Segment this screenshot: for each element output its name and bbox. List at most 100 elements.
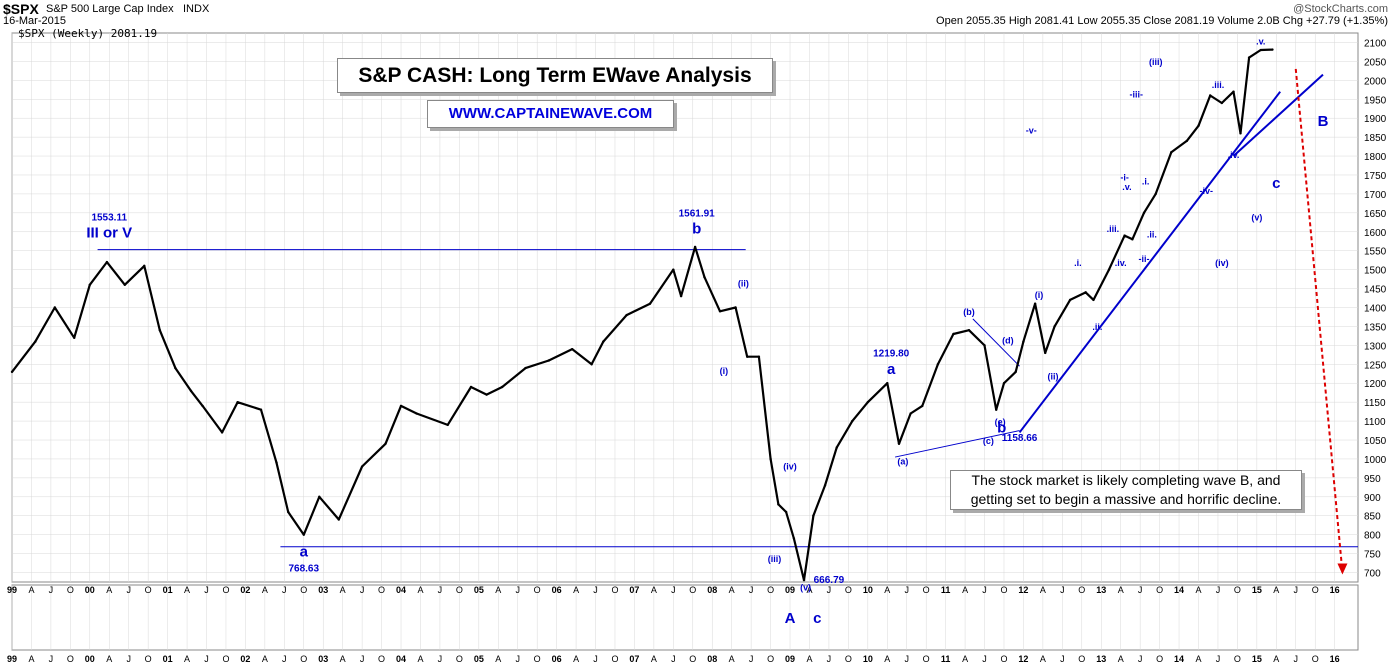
chart-date: 16-Mar-2015: [3, 15, 66, 27]
x-tick-label-lower: 11: [941, 654, 951, 664]
x-tick-label-lower: J: [438, 654, 443, 664]
price-point: [500, 385, 504, 389]
price-point: [625, 313, 628, 317]
x-tick-label-lower: J: [827, 654, 832, 664]
y-tick-label: 1500: [1364, 266, 1387, 277]
x-tick-label: A: [729, 585, 735, 595]
x-tick-label-lower: 09: [785, 654, 795, 664]
wave-label: (ii): [738, 279, 749, 289]
wave-label: .iv.: [1228, 150, 1240, 160]
x-tick-label: A: [417, 585, 423, 595]
price-point: [1232, 90, 1235, 93]
x-tick-label-lower: J: [515, 654, 520, 664]
x-tick-label: 02: [240, 585, 250, 595]
x-tick-label-lower: J: [49, 654, 54, 664]
x-tick-label-lower: O: [300, 654, 307, 664]
wave-label: B: [1318, 113, 1329, 130]
lower-wave-label: c: [813, 610, 821, 627]
price-point: [1185, 139, 1189, 143]
price-point: [792, 537, 796, 540]
y-tick-label: 1800: [1364, 152, 1387, 163]
wave-label: a: [300, 544, 309, 561]
x-tick-label-lower: J: [126, 654, 131, 664]
x-tick-label: J: [515, 585, 520, 595]
x-tick-label: J: [1294, 585, 1299, 595]
x-tick-label: 04: [396, 585, 406, 595]
x-tick-label: O: [845, 585, 852, 595]
x-tick-label-lower: O: [1000, 654, 1007, 664]
wave-label: (iii): [768, 554, 782, 564]
x-tick-label: 07: [629, 585, 639, 595]
price-point: [1092, 298, 1095, 302]
x-tick-label: J: [593, 585, 598, 595]
x-tick-label-lower: A: [729, 654, 735, 664]
wave-label: -iii-: [1130, 89, 1144, 99]
x-tick-label-lower: 10: [863, 654, 873, 664]
wave-label: (i): [720, 366, 729, 376]
x-tick-label: 08: [707, 585, 717, 595]
price-point: [399, 404, 403, 408]
price-point: [1123, 234, 1126, 237]
price-point: [777, 503, 780, 506]
price-point: [967, 329, 971, 332]
x-tick-label-lower: 04: [396, 654, 406, 664]
x-tick-label: O: [378, 585, 385, 595]
x-tick-label: O: [923, 585, 930, 595]
wave-label: .ii.: [1147, 229, 1157, 239]
symbol: $SPX: [3, 1, 39, 17]
price-point: [602, 340, 605, 343]
x-tick-label: 12: [1018, 585, 1028, 595]
y-tick-label: 1200: [1364, 379, 1387, 390]
price-point: [524, 366, 527, 370]
x-tick-label-lower: O: [1156, 654, 1163, 664]
y-tick-label: 1900: [1364, 114, 1387, 125]
wave-label: III or V: [86, 224, 132, 241]
wave-label: (ii): [1048, 371, 1059, 381]
x-tick-label: J: [1138, 585, 1143, 595]
trend-line: [1232, 73, 1324, 157]
price-point: [1142, 211, 1146, 215]
x-tick-label-lower: J: [1294, 654, 1299, 664]
x-tick-label: 11: [941, 585, 951, 595]
wave-label: c: [1272, 175, 1280, 192]
y-tick-label: 1050: [1364, 436, 1387, 447]
price-point: [703, 276, 706, 279]
wave-label: .i.: [1074, 258, 1082, 268]
price-point: [469, 385, 473, 389]
wave-label: b: [692, 221, 701, 238]
wave-label: .i.: [1142, 176, 1150, 186]
x-tick-label: J: [904, 585, 909, 595]
wave-label: (iv): [783, 462, 797, 472]
x-tick-label: O: [767, 585, 774, 595]
price-point: [983, 344, 986, 347]
price-point: [679, 294, 683, 298]
price-point: [236, 400, 239, 404]
price-point: [446, 423, 449, 427]
x-tick-label-lower: J: [1216, 654, 1221, 664]
x-tick-label: 14: [1174, 585, 1184, 595]
x-tick-label: O: [222, 585, 229, 595]
price-point: [1084, 291, 1087, 294]
x-tick-label: J: [438, 585, 443, 595]
x-tick-label: O: [534, 585, 541, 595]
x-tick-label-lower: 06: [552, 654, 562, 664]
x-tick-label-lower: O: [845, 654, 852, 664]
x-tick-label-lower: O: [67, 654, 74, 664]
y-tick-label: 900: [1364, 493, 1381, 504]
x-tick-label-lower: O: [145, 654, 152, 664]
price-point: [547, 359, 551, 362]
wave-label: a: [887, 361, 896, 378]
x-tick-label: 99: [7, 585, 17, 595]
wave-label: (iii): [1149, 57, 1163, 67]
price-point: [53, 306, 56, 309]
price-point: [189, 389, 193, 392]
price-point: [769, 457, 772, 461]
y-tick-label: 1000: [1364, 455, 1387, 466]
x-tick-label-lower: A: [340, 654, 346, 664]
y-tick-label: 1600: [1364, 228, 1387, 239]
price-point: [784, 510, 788, 514]
x-tick-label: 03: [318, 585, 328, 595]
price-point: [1170, 151, 1173, 154]
price-point: [158, 329, 162, 332]
